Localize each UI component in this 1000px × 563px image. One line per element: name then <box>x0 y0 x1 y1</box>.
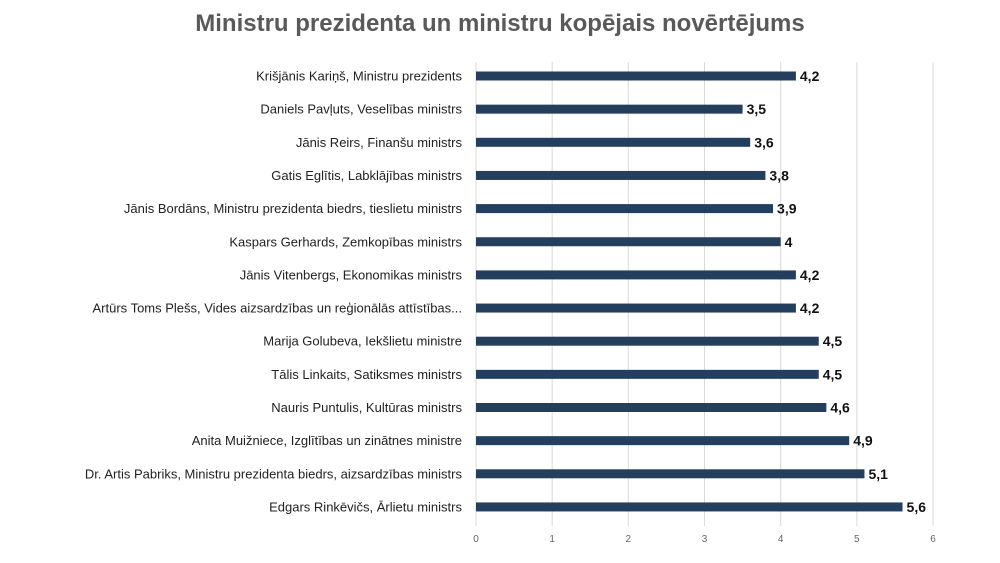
bar <box>476 270 796 280</box>
gridlines <box>475 62 934 526</box>
data-label: 4,6 <box>830 400 850 416</box>
bar <box>476 336 819 346</box>
bar <box>476 237 781 247</box>
x-tick-label: 5 <box>854 534 860 545</box>
category-label: Edgars Rinkēvičs, Ārlietu ministrs <box>269 499 462 514</box>
data-label: 3,6 <box>754 134 774 150</box>
x-tick-label: 6 <box>930 534 936 545</box>
x-tick-label: 4 <box>778 534 784 545</box>
bar <box>476 469 865 479</box>
category-labels: Krišjānis Kariņš, Ministru prezidents Dan… <box>85 69 463 515</box>
x-tick-label: 3 <box>702 534 708 545</box>
data-label: 4,2 <box>800 267 820 283</box>
data-label: 3,8 <box>769 167 789 183</box>
category-label: Anita Muižniece, Izglītības un zinātnes … <box>192 433 462 448</box>
category-label: Dr. Artis Pabriks, Ministru prezidenta b… <box>85 466 463 481</box>
data-label: 4,2 <box>800 68 820 84</box>
bar <box>476 170 766 180</box>
category-label: Marija Golubeva, Iekšlietu ministre <box>263 334 462 349</box>
category-label: Jānis Bordāns, Ministru prezidenta biedr… <box>124 201 463 216</box>
x-tick-label: 0 <box>473 534 479 545</box>
data-label: 5,6 <box>907 499 927 515</box>
data-label: 4,2 <box>800 300 820 316</box>
category-label: Artūrs Toms Plešs, Vides aizsardzības un… <box>93 301 462 316</box>
bar <box>476 502 903 512</box>
category-label: Daniels Pavļuts, Veselības ministrs <box>260 102 462 117</box>
value-labels: 4,2 3,5 3,6 3,8 3,9 4 4,2 4,2 4,5 4,5 4,6 4,9 5,1 5,6 <box>747 68 927 515</box>
bar <box>476 369 819 379</box>
category-label: Tālis Linkaits, Satiksmes ministrs <box>271 367 462 382</box>
data-label: 4 <box>785 234 793 250</box>
bars <box>476 71 903 512</box>
data-label: 5,1 <box>868 466 888 482</box>
bar <box>476 303 796 313</box>
bar <box>476 204 774 214</box>
category-label: Nauris Puntulis, Kultūras ministrs <box>271 400 462 415</box>
bar <box>476 403 827 412</box>
data-label: 3,9 <box>777 201 797 217</box>
bar <box>476 71 796 81</box>
data-label: 4,9 <box>853 433 873 449</box>
data-label: 4,5 <box>823 366 843 382</box>
category-label: Jānis Reirs, Finanšu ministrs <box>296 135 463 150</box>
bar <box>476 436 850 446</box>
category-label: Gatis Eglītis, Labklājības ministrs <box>271 168 462 183</box>
x-axis-ticks: 0 1 2 3 4 5 6 <box>473 534 936 545</box>
category-label: Krišjānis Kariņš, Ministru prezidents <box>256 69 462 84</box>
chart-title: Ministru prezidenta un ministru kopējais… <box>195 10 805 37</box>
x-tick-label: 1 <box>549 534 555 545</box>
category-label: Jānis Vitenbergs, Ekonomikas ministrs <box>240 267 463 282</box>
x-tick-label: 2 <box>626 534 632 545</box>
data-label: 3,5 <box>747 101 767 117</box>
data-label: 4,5 <box>823 333 843 349</box>
bar <box>476 104 743 114</box>
category-label: Kaspars Gerhards, Zemkopības ministrs <box>229 234 462 249</box>
bar <box>476 137 751 147</box>
